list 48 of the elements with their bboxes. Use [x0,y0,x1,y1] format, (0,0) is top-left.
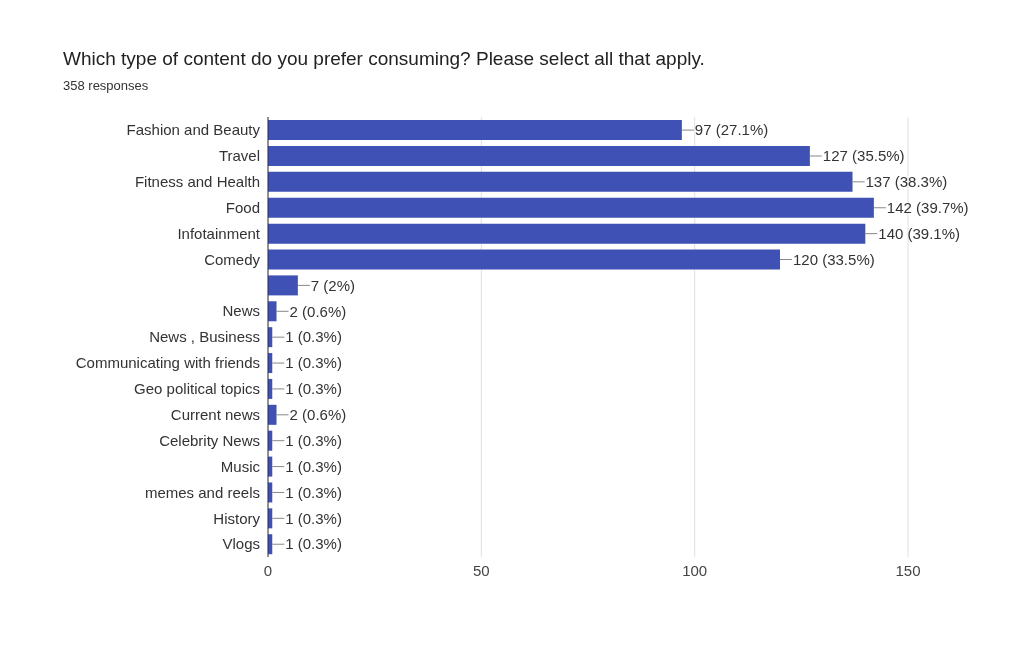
bar [268,120,682,141]
x-tick-label: 100 [682,561,708,579]
data-label: 2 (0.6%) [289,302,347,320]
bar [268,223,866,244]
bar [268,275,298,296]
chart-title: Which type of content do you prefer consuming? Please select all that apply. [63,48,706,70]
x-tick-label: 50 [472,561,490,579]
y-tick-label: History [213,509,261,527]
bar [268,145,810,166]
y-tick-label: Travel [218,147,260,165]
x-tick-label: 150 [895,561,921,579]
y-tick-label: News [222,302,260,320]
y-tick-label: Fashion and Beauty [126,121,261,139]
y-tick-label: memes and reels [144,483,260,501]
data-label: 97 (27.1%) [694,121,769,139]
bar [268,197,874,218]
data-label: 120 (33.5%) [793,250,875,268]
y-tick-label: Celebrity News [159,431,260,449]
y-tick-label: News , Business [149,328,260,346]
data-label: 140 (39.1%) [878,224,961,242]
data-label: 7 (2%) [310,276,356,294]
data-label: 1 (0.3%) [285,457,342,475]
data-label: 1 (0.3%) [285,328,342,346]
bar [268,171,853,192]
bar [268,249,780,270]
bar [268,301,277,322]
y-tick-label: Vlogs [222,535,260,553]
data-label: 1 (0.3%) [285,431,342,449]
data-label: 127 (35.5%) [822,147,905,165]
y-tick-label: Current news [170,405,260,423]
bar [268,404,277,425]
data-label: 1 (0.3%) [285,380,342,398]
x-tick-label: 0 [263,561,273,579]
data-label: 1 (0.3%) [285,354,342,372]
data-label: 137 (38.3%) [865,173,948,191]
y-tick-label: Communicating with friends [75,354,260,372]
data-label: 142 (39.7%) [886,199,969,216]
y-tick-label: Infotainment [177,224,261,242]
y-tick-label: Comedy [204,250,261,268]
text: 358 responses [63,78,150,93]
data-label: 1 (0.3%) [285,509,342,527]
data-label: 2 (0.6%) [289,406,347,424]
data-label: 1 (0.3%) [285,535,342,553]
y-tick-label: Music [220,457,261,475]
y-tick-label: Food [225,198,260,216]
y-tick-label: Geo political topics [134,380,260,398]
y-tick-label: Fitness and Health [134,173,260,191]
data-label: 1 (0.3%) [285,483,342,501]
